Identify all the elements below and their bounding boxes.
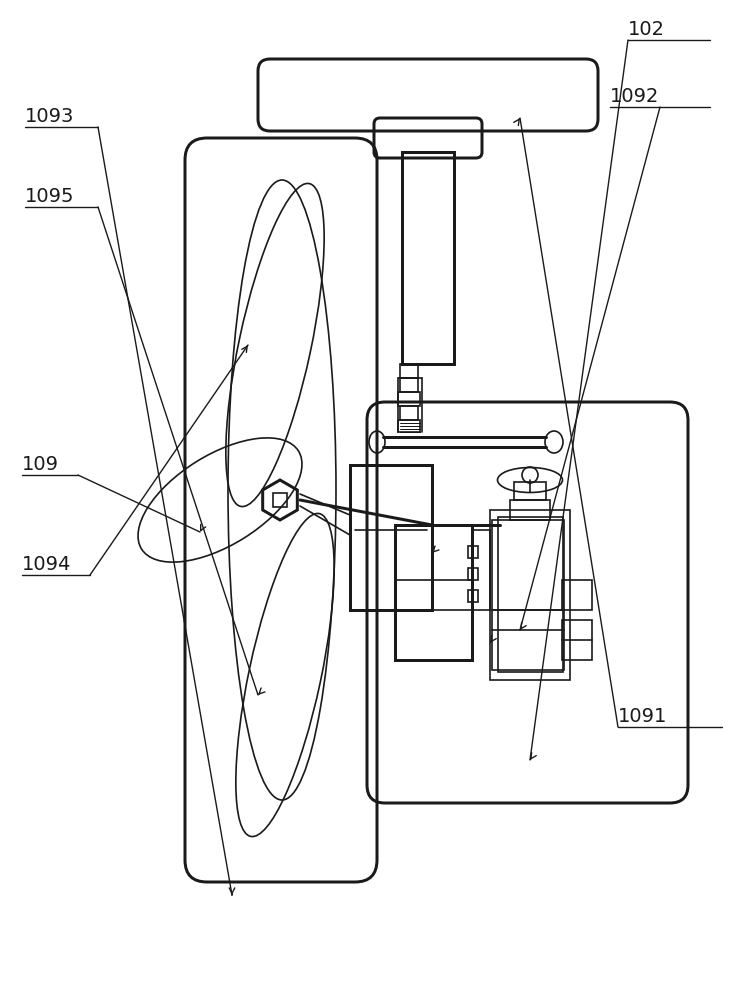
Text: 1095: 1095 — [25, 187, 75, 206]
Bar — [510, 500, 550, 520]
Bar — [273, 493, 287, 507]
Text: 1091: 1091 — [618, 707, 668, 726]
Bar — [395, 525, 472, 660]
Text: 109: 109 — [22, 455, 59, 474]
Bar — [400, 364, 418, 378]
Bar — [472, 530, 490, 610]
Bar — [402, 152, 454, 364]
Bar — [468, 568, 478, 580]
Bar — [468, 590, 478, 602]
Text: 1094: 1094 — [22, 555, 71, 574]
Text: 1092: 1092 — [610, 87, 659, 106]
Bar — [514, 482, 546, 500]
Text: 1093: 1093 — [25, 107, 74, 126]
Bar — [468, 546, 478, 558]
Bar — [492, 520, 564, 610]
Bar — [490, 510, 570, 680]
Bar — [492, 610, 564, 670]
Bar — [562, 620, 592, 660]
Bar — [498, 517, 563, 672]
Bar — [562, 580, 592, 610]
Text: 102: 102 — [628, 20, 665, 39]
Bar — [398, 420, 420, 432]
Bar — [398, 392, 420, 406]
Bar — [350, 465, 432, 610]
Bar — [400, 406, 418, 420]
Bar — [400, 378, 418, 392]
